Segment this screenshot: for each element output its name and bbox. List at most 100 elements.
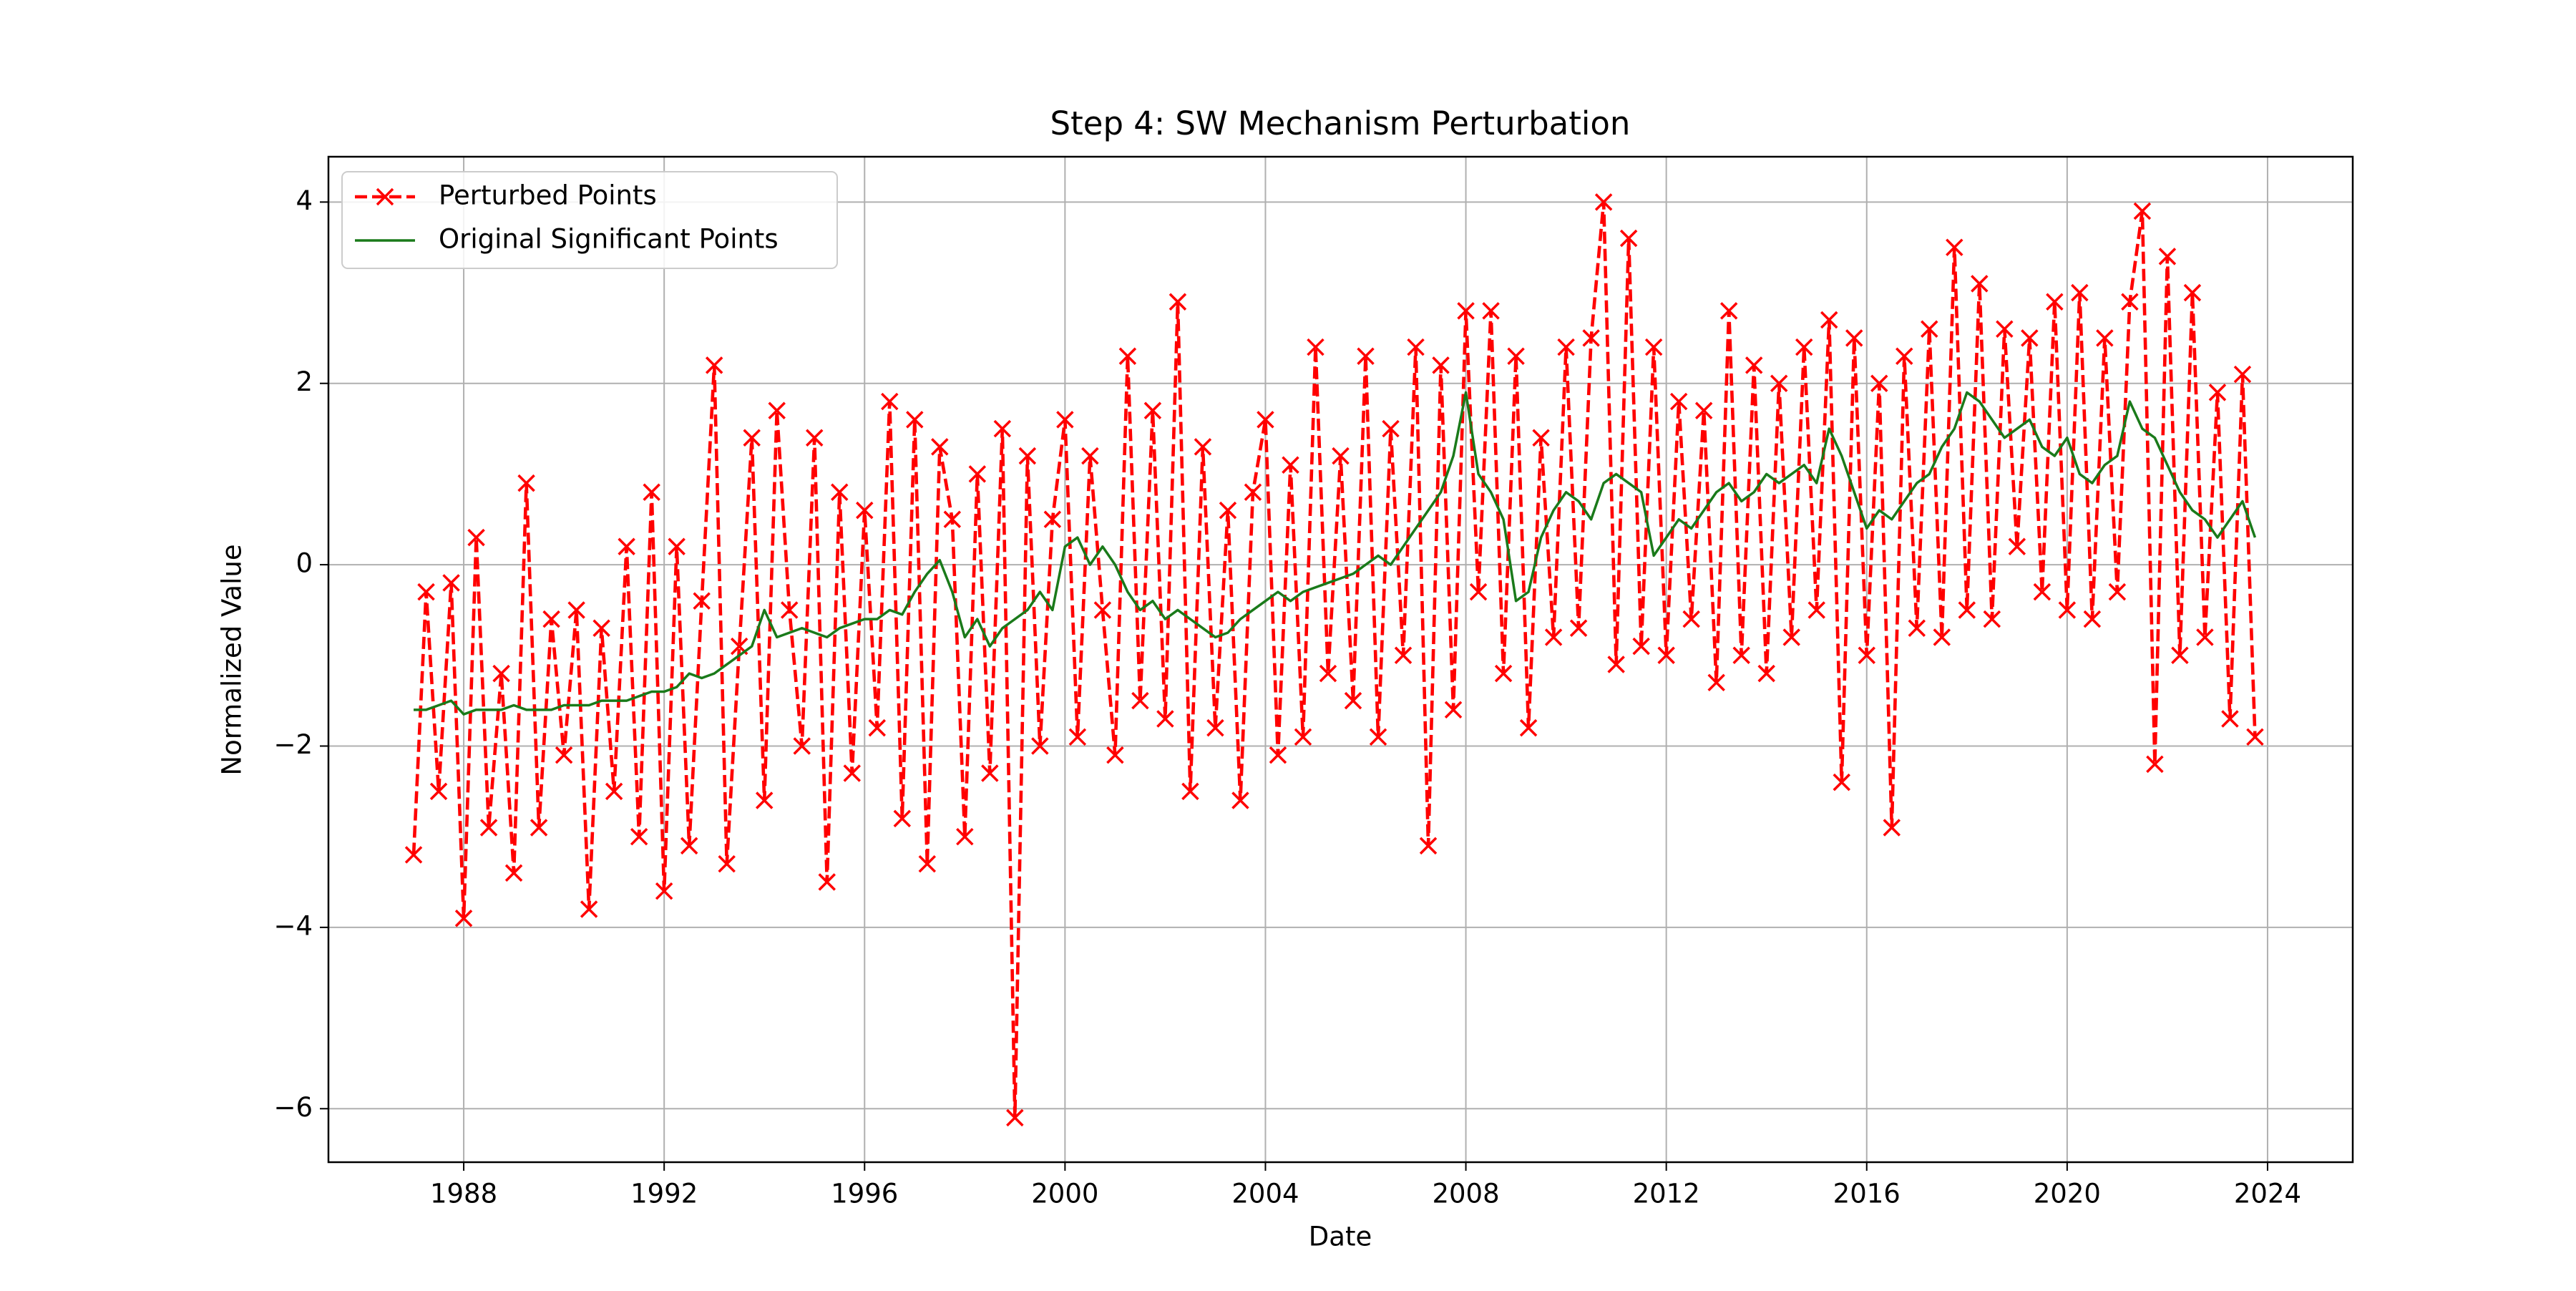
marker [580, 900, 598, 918]
marker [1958, 601, 1976, 619]
legend-label: Perturbed Points [439, 180, 657, 211]
marker [743, 429, 761, 447]
marker [1394, 646, 1413, 665]
marker [1807, 601, 1825, 619]
marker [1896, 347, 1913, 365]
marker [705, 356, 723, 374]
y-tick-label: −6 [273, 1092, 313, 1123]
x-tick-label: 2012 [1633, 1179, 1700, 1209]
marker [2008, 537, 2026, 556]
y-tick-label: 4 [296, 185, 313, 216]
x-tick-label: 1988 [430, 1179, 497, 1209]
marker [1118, 347, 1137, 365]
marker [2046, 293, 2064, 311]
marker [993, 419, 1012, 438]
marker [1143, 401, 1162, 419]
marker [1257, 411, 1274, 429]
marker [1344, 691, 1362, 710]
marker [1757, 664, 1775, 683]
marker [555, 746, 573, 764]
series-line [411, 200, 2257, 1120]
marker [1231, 791, 1249, 809]
marker [1858, 646, 1875, 665]
x-axis-label: Date [1309, 1222, 1372, 1252]
marker [1845, 329, 1863, 347]
marker [1795, 338, 1813, 356]
marker [1644, 338, 1663, 356]
marker [768, 401, 786, 419]
marker [1933, 628, 1951, 646]
x-tick-label: 2008 [1432, 1179, 1499, 1209]
marker [1921, 320, 1938, 338]
marker [1093, 601, 1112, 619]
y-tick-label: 2 [296, 366, 313, 397]
marker [956, 827, 974, 846]
marker [2233, 365, 2252, 384]
marker [693, 592, 711, 610]
marker [2033, 583, 2051, 601]
marker [780, 601, 799, 619]
marker [1244, 483, 1262, 501]
marker [504, 864, 523, 882]
series-line [414, 391, 2257, 716]
marker [442, 574, 460, 592]
marker [1619, 229, 1638, 248]
marker [1382, 419, 1400, 438]
marker [1043, 510, 1062, 529]
marker [968, 465, 987, 483]
x-tick-label: 2016 [1833, 1179, 1901, 1209]
marker [1544, 628, 1563, 646]
marker [2208, 384, 2227, 401]
marker [1770, 374, 1788, 392]
marker [2121, 293, 2139, 311]
marker [376, 187, 394, 206]
marker [1682, 610, 1700, 628]
marker [1883, 819, 1901, 837]
marker [1669, 392, 1688, 411]
chart-title: Step 4: SW Mechanism Perturbation [1050, 104, 1631, 142]
marker [542, 610, 560, 628]
marker [1983, 610, 2001, 628]
marker [2071, 283, 2089, 302]
x-tick-label: 1992 [630, 1179, 698, 1209]
marker [1482, 302, 1500, 320]
marker [1657, 646, 1675, 665]
marker [655, 882, 673, 900]
marker [1607, 656, 1625, 673]
marker [1908, 619, 1926, 638]
x-tick-label: 2004 [1231, 1179, 1299, 1209]
marker [868, 718, 887, 737]
marker [1532, 429, 1550, 447]
marker [1056, 411, 1074, 429]
marker [1181, 782, 1199, 801]
marker [1269, 746, 1287, 764]
x-tick-label: 1996 [831, 1179, 898, 1209]
marker [1369, 728, 1387, 746]
marker [1820, 311, 1838, 329]
marker [943, 510, 962, 529]
marker [2246, 728, 2264, 746]
marker [1282, 456, 1299, 474]
marker [618, 537, 635, 556]
marker [2096, 329, 2114, 347]
marker [429, 782, 448, 801]
marker [1457, 302, 1475, 320]
marker [1031, 737, 1049, 755]
y-axis-label: Normalized Value [217, 544, 248, 775]
marker [605, 782, 623, 801]
marker [1407, 338, 1425, 356]
marker [1357, 347, 1375, 365]
legend-label: Original Significant Points [439, 224, 779, 255]
marker [918, 854, 937, 873]
marker [643, 483, 660, 501]
marker [1719, 302, 1738, 320]
marker [755, 791, 774, 809]
marker [1996, 320, 2014, 338]
marker [1632, 637, 1650, 656]
marker [1582, 329, 1600, 347]
marker [856, 501, 874, 520]
marker [806, 429, 824, 447]
marker [2133, 202, 2152, 220]
marker [630, 827, 648, 846]
